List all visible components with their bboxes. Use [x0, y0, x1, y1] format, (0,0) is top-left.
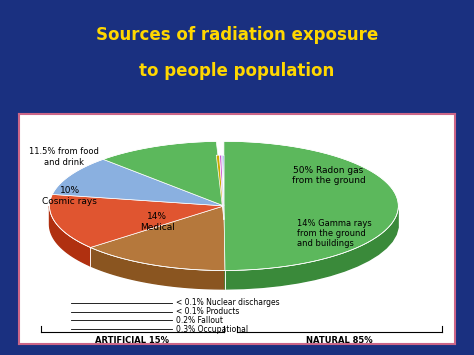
Text: 10%
Cosmic rays: 10% Cosmic rays — [42, 186, 97, 206]
Text: 14%
Medical: 14% Medical — [140, 212, 175, 232]
Polygon shape — [223, 155, 224, 220]
Polygon shape — [225, 209, 398, 289]
Text: NATURAL 85%: NATURAL 85% — [306, 336, 373, 345]
Text: 14% Gamma rays
from the ground
and buildings: 14% Gamma rays from the ground and build… — [297, 219, 372, 248]
Text: ARTIFICIAL 15%: ARTIFICIAL 15% — [95, 336, 169, 345]
Text: 0.3% Occupational: 0.3% Occupational — [176, 324, 248, 334]
Polygon shape — [49, 195, 224, 247]
Text: Sources of radiation exposure: Sources of radiation exposure — [96, 27, 378, 44]
Polygon shape — [216, 155, 224, 220]
Polygon shape — [219, 155, 224, 220]
Polygon shape — [52, 159, 224, 206]
Text: 50% Radon gas
from the ground: 50% Radon gas from the ground — [292, 166, 365, 186]
Polygon shape — [224, 141, 398, 271]
Polygon shape — [222, 155, 224, 220]
Polygon shape — [103, 141, 224, 206]
Text: 11.5% from food
and drink: 11.5% from food and drink — [29, 147, 99, 167]
Text: to people population: to people population — [139, 62, 335, 80]
Text: < 0.1% Nuclear discharges: < 0.1% Nuclear discharges — [176, 298, 280, 307]
Text: < 0.1% Products: < 0.1% Products — [176, 307, 239, 316]
Text: 0.2% Fallout: 0.2% Fallout — [176, 316, 223, 325]
Polygon shape — [91, 247, 225, 289]
Polygon shape — [49, 206, 91, 266]
Polygon shape — [91, 206, 225, 271]
